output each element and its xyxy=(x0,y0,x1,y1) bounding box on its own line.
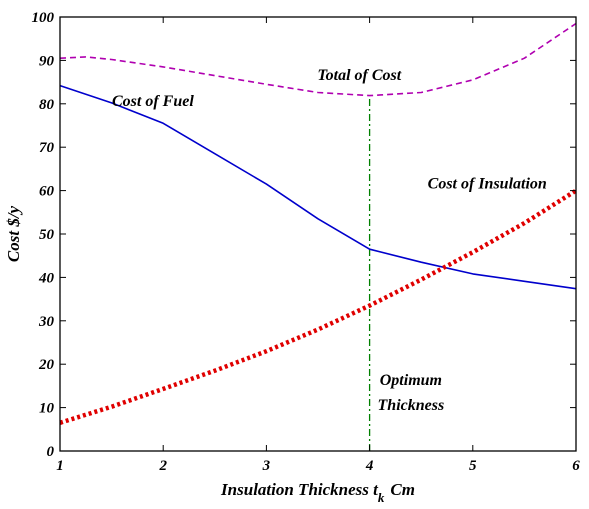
y-tick-label: 90 xyxy=(39,53,55,69)
x-axis-title: Insulation Thickness tk Cm xyxy=(220,480,415,505)
y-tick-label: 60 xyxy=(39,184,55,200)
x-tick-label: 1 xyxy=(56,458,64,474)
y-tick-label: 50 xyxy=(39,227,55,243)
y-tick-label: 30 xyxy=(38,314,55,330)
y-tick-label: 40 xyxy=(38,270,55,286)
series-line-cost-of-insulation xyxy=(59,188,578,425)
series-line-total-of-cost xyxy=(59,22,577,97)
annotation-insulation: Cost of Insulation xyxy=(428,175,547,192)
x-tick-label: 6 xyxy=(572,458,580,474)
y-axis-title: Cost $/y xyxy=(4,205,23,262)
x-tick-label: 2 xyxy=(158,458,167,474)
annotation-optimum1: Optimum xyxy=(380,372,442,389)
y-tick-label: 70 xyxy=(39,140,55,156)
y-tick-label: 10 xyxy=(39,401,55,417)
y-tick-label: 0 xyxy=(47,444,55,460)
x-axis-title-main: Insulation Thickness t xyxy=(220,480,379,499)
x-axis-title-sub: k xyxy=(378,490,385,505)
y-tick-label: 20 xyxy=(38,357,55,373)
x-axis-title-unit: Cm xyxy=(390,480,415,499)
x-tick-label: 3 xyxy=(262,458,271,474)
annotation-fuel: Cost of Fuel xyxy=(112,93,194,110)
annotation-optimum2: Thickness xyxy=(378,397,445,414)
x-tick-label: 5 xyxy=(469,458,477,474)
annotations: Total of Cost Cost of Fuel Cost of Insulat… xyxy=(112,67,547,414)
y-tick-label: 80 xyxy=(39,97,55,113)
x-ticks: 1 2 3 4 5 6 xyxy=(56,17,580,474)
plot-lines xyxy=(59,22,578,451)
y-ticks: 0 10 20 30 40 50 60 70 80 90 100 xyxy=(32,10,576,460)
series-line-cost-of-fuel xyxy=(59,84,577,290)
x-tick-label: 4 xyxy=(365,458,374,474)
y-tick-label: 100 xyxy=(32,10,55,26)
annotation-total: Total of Cost xyxy=(317,67,401,84)
